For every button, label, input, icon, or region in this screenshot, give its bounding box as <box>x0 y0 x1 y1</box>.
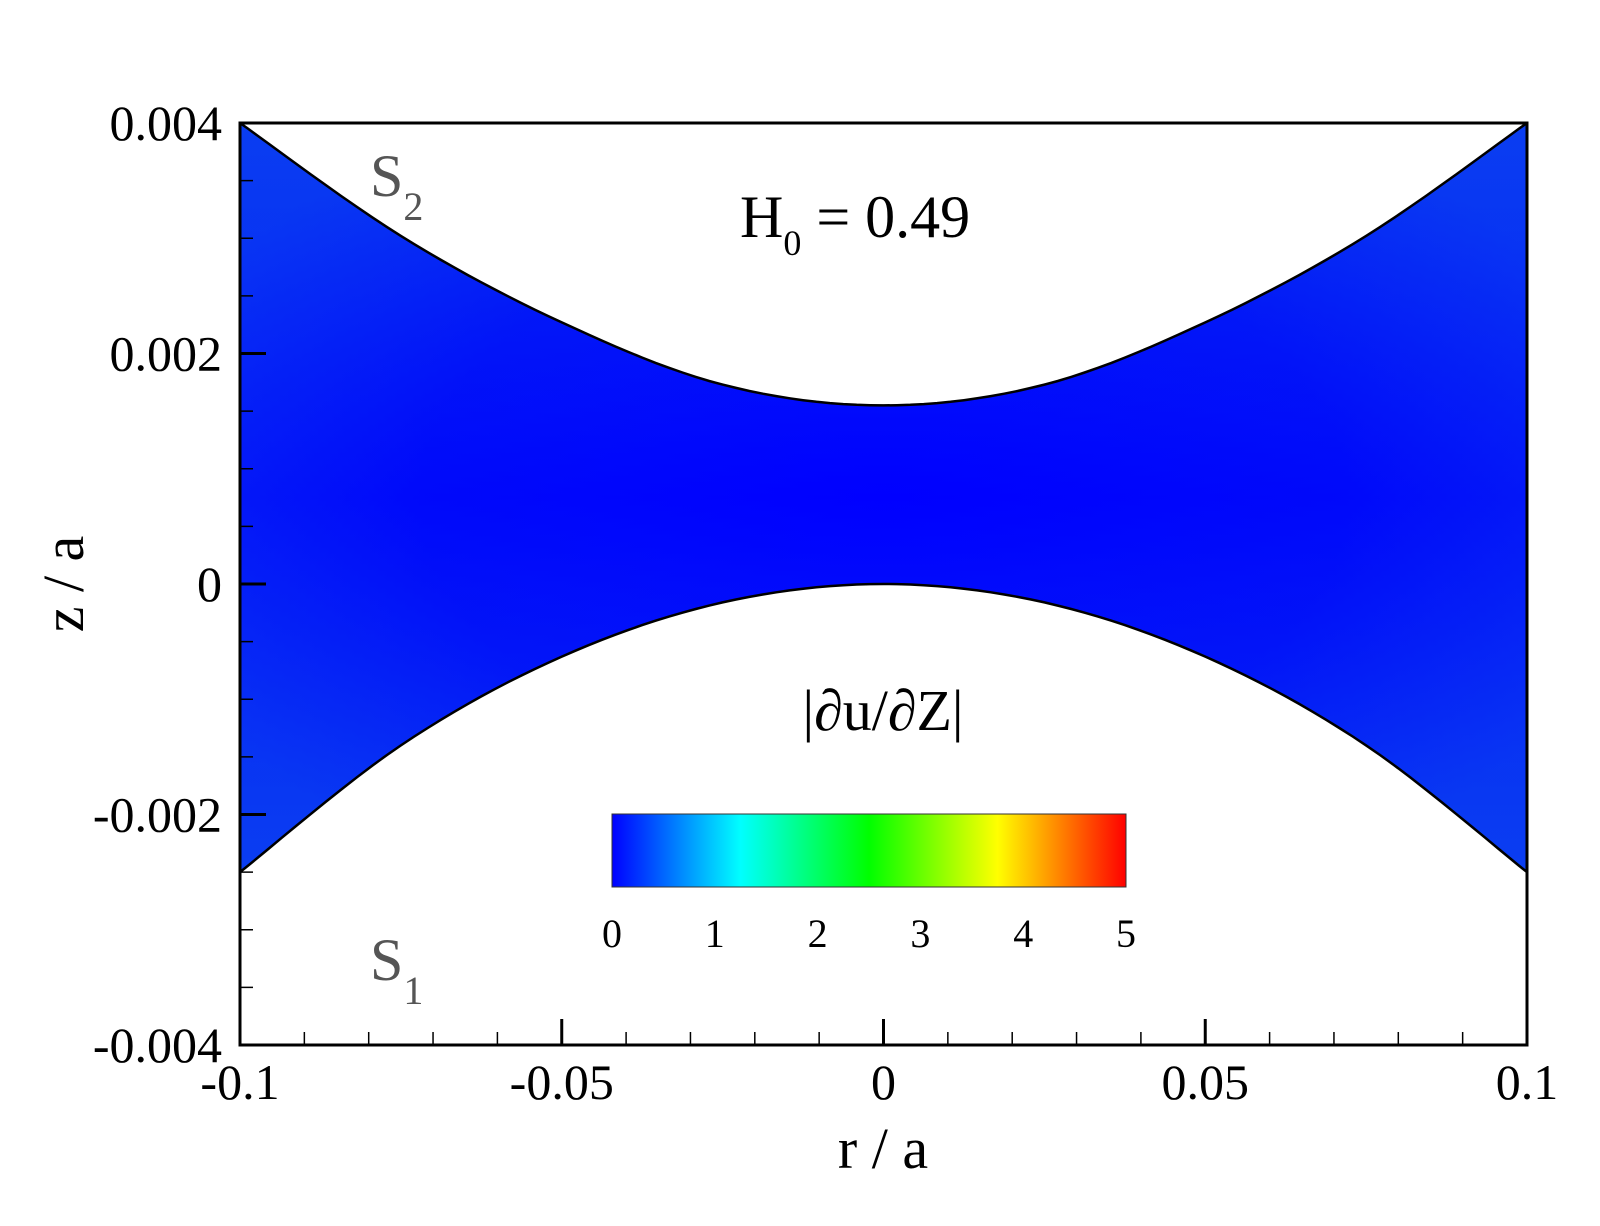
colorbar-tick-label: 3 <box>910 911 930 956</box>
colorbar-tick-label: 2 <box>808 911 828 956</box>
y-tick-label: 0.004 <box>110 95 223 151</box>
y-tick-label: 0 <box>197 556 222 612</box>
x-axis-ticks <box>238 1019 1529 1045</box>
surface-label-s1: S1 <box>370 927 423 1013</box>
y-tick-label: -0.002 <box>93 787 222 843</box>
x-tick-label: -0.1 <box>200 1054 279 1110</box>
x-tick-label: 0.05 <box>1162 1054 1250 1110</box>
surface-label-s2: S2 <box>370 143 423 229</box>
colorbar <box>611 813 1127 888</box>
colorbar-tick-label: 4 <box>1013 911 1033 956</box>
y-tick-label: -0.004 <box>93 1017 222 1073</box>
x-axis-title: r / a <box>838 1116 928 1181</box>
upper-surface-curve <box>239 121 1528 407</box>
y-axis-ticks <box>240 121 266 1047</box>
colorbar-tick-labels: 0 1 2 3 4 5 <box>602 911 1136 956</box>
x-tick-label: 0.1 <box>1496 1054 1559 1110</box>
lower-surface-curve <box>239 582 1528 874</box>
colorbar-tick-label: 5 <box>1116 911 1136 956</box>
gap-field-shading <box>240 123 1527 873</box>
y-tick-label: 0.002 <box>110 326 223 382</box>
y-axis-tick-labels: -0.004 -0.002 0 0.002 0.004 <box>93 95 222 1073</box>
x-tick-label: -0.05 <box>510 1054 614 1110</box>
h0-annotation: H0 = 0.49 <box>740 184 970 263</box>
y-axis-title: z / a <box>31 536 96 633</box>
colorbar-tick-label: 0 <box>602 911 622 956</box>
colorbar-title: |∂u/∂Z| <box>802 678 963 743</box>
colorbar-tick-label: 1 <box>705 911 725 956</box>
x-tick-label: 0 <box>871 1054 896 1110</box>
x-axis-tick-labels: -0.1 -0.05 0 0.05 0.1 <box>200 1054 1558 1110</box>
